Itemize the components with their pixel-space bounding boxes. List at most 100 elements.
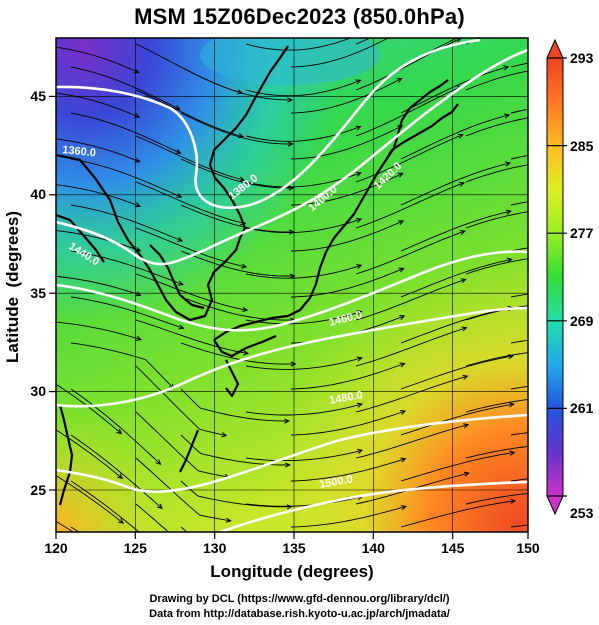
streamline-arrow <box>175 148 182 154</box>
streamline <box>400 452 515 482</box>
colorbar: 293 285 277 269 261 253 <box>546 38 594 521</box>
streamline-arrow <box>576 204 581 208</box>
streamline <box>180 296 295 321</box>
streamline-arrow <box>457 133 464 139</box>
streamline-arrow <box>576 252 581 256</box>
y-tick-label: 25 <box>30 482 46 498</box>
streamline-arrow <box>157 503 163 510</box>
streamline-arrow <box>242 306 249 313</box>
streamline <box>135 227 247 268</box>
wind-streamlines <box>56 16 582 532</box>
colorbar-max-arrow <box>546 38 564 59</box>
plot-frame <box>55 37 529 533</box>
x-tick-label: 145 <box>441 540 465 556</box>
y-tick-label: 35 <box>30 285 46 301</box>
streamline <box>290 220 404 252</box>
x-tick-label: 130 <box>203 540 227 556</box>
streamline-arrow <box>459 230 466 235</box>
streamline <box>70 296 184 329</box>
streamline-arrow <box>286 504 293 510</box>
streamline <box>245 311 362 325</box>
streamline <box>290 505 406 528</box>
contour-label: 1360.0 <box>62 144 97 159</box>
streamline <box>465 492 528 505</box>
streamline <box>135 411 229 478</box>
streamline-arrow <box>117 473 124 480</box>
streamline-arrow <box>575 16 580 20</box>
streamline-arrow <box>461 326 468 332</box>
streamline <box>400 355 514 390</box>
streamline-arrow <box>356 264 363 270</box>
streamline <box>70 434 163 509</box>
streamline <box>355 134 464 183</box>
streamline <box>56 321 142 341</box>
height-contours <box>56 38 528 532</box>
colorbar-min-arrow <box>546 495 564 516</box>
streamline-arrow <box>458 181 465 187</box>
streamline-arrow <box>178 324 185 330</box>
streamline-arrow <box>287 97 294 103</box>
streamline-arrow <box>133 68 140 74</box>
streamline-arrow <box>356 402 363 408</box>
streamline-arrow <box>463 423 470 429</box>
streamline-arrow <box>508 354 515 360</box>
streamline <box>70 388 161 465</box>
x-axis <box>55 532 529 539</box>
streamline <box>70 158 182 198</box>
credit-data: Data from http://database.rish.kyoto-u.a… <box>149 608 450 620</box>
streamline <box>245 218 362 234</box>
streamline <box>355 230 465 275</box>
streamline-arrow <box>400 410 407 415</box>
streamline-arrow <box>155 459 162 465</box>
streamline <box>245 449 363 462</box>
streamline-arrow <box>243 350 250 356</box>
streamline <box>355 327 467 367</box>
streamline <box>355 278 466 321</box>
streamline <box>400 114 510 160</box>
streamline-arrow <box>287 141 294 147</box>
streamline-arrow <box>355 125 362 131</box>
streamline-arrow <box>134 202 141 208</box>
colorbar-label: 261 <box>570 400 594 416</box>
x-tick-label: 140 <box>362 540 386 556</box>
colorbar-label: 277 <box>570 225 594 241</box>
streamline <box>400 258 512 298</box>
streamline-arrow <box>221 432 228 438</box>
streamline <box>70 526 80 532</box>
streamline-arrow <box>576 157 581 161</box>
streamline <box>245 264 362 279</box>
y-tick-label: 40 <box>30 186 46 202</box>
streamline-arrow <box>577 488 582 492</box>
streamline-arrow <box>396 31 401 35</box>
streamline <box>245 403 362 416</box>
plot-area: 1360.0 1380.0 1400.0 1420.0 1440.0 1460.… <box>55 16 582 533</box>
credit-drawing: Drawing by DCL (https://www.gfd-dennou.o… <box>149 593 450 605</box>
streamline-arrow <box>134 157 141 163</box>
streamline <box>465 211 528 229</box>
streamline <box>465 305 528 321</box>
y-axis-title: Latitude (degrees) <box>3 211 22 363</box>
streamline <box>290 410 406 436</box>
streamline-arrow <box>116 428 123 435</box>
streamline-arrow <box>396 77 403 83</box>
streamline <box>135 181 246 224</box>
streamline-arrow <box>135 335 143 341</box>
streamline <box>56 92 140 118</box>
streamline <box>135 89 244 138</box>
streamline-arrow <box>509 450 516 456</box>
streamline <box>56 383 122 434</box>
streamline-arrow <box>355 171 362 177</box>
streamline <box>56 275 141 296</box>
streamline <box>56 138 140 163</box>
streamline <box>70 204 183 242</box>
credits: Drawing by DCL (https://www.gfd-dennou.o… <box>0 592 599 622</box>
streamline <box>290 458 406 482</box>
streamline <box>400 210 511 252</box>
streamline <box>355 424 469 459</box>
streamline <box>135 457 231 522</box>
streamline <box>290 78 402 114</box>
streamline-arrow <box>505 209 512 215</box>
streamline <box>56 184 141 207</box>
streamline <box>400 403 514 436</box>
x-tick-label: 135 <box>282 540 306 556</box>
